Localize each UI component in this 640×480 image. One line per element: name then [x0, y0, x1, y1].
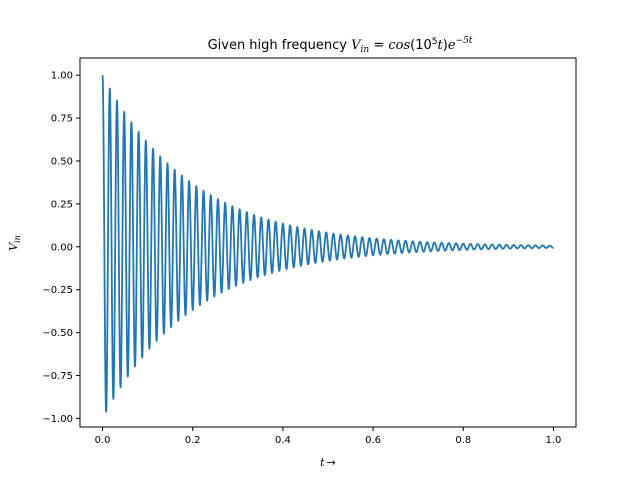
y-tick-label: −0.25	[42, 285, 73, 296]
y-axis-ticks: −1.00 −0.75 −0.50 −0.25 0.00 0.25 0.50 0.75 1.00	[42, 71, 80, 425]
y-tick-label: 0.75	[51, 114, 73, 125]
x-tick-label: 1.0	[546, 435, 562, 446]
axes-frame	[79, 57, 577, 428]
y-tick-label: 0.00	[51, 242, 73, 253]
chart-title: Given high frequency Vin = cos(105t)e−5t	[208, 36, 473, 55]
plot-area	[79, 57, 577, 428]
y-tick-label: 0.50	[51, 156, 73, 167]
y-tick-label: 0.25	[51, 199, 73, 210]
x-axis-ticks: 0.0 0.2 0.4 0.6 0.8 1.0	[95, 427, 562, 446]
series-layer	[101, 75, 555, 413]
y-axis-label: Vin	[7, 235, 22, 251]
x-tick-label: 0.6	[365, 435, 381, 446]
y-tick-label: −1.00	[42, 414, 73, 425]
y-tick-label: 1.00	[51, 71, 73, 82]
series-line-0	[101, 75, 555, 413]
y-tick-label: −0.75	[42, 371, 73, 382]
x-tick-label: 0.0	[95, 435, 111, 446]
x-tick-label: 0.8	[455, 435, 471, 446]
y-tick-label: −0.50	[42, 328, 73, 339]
x-tick-label: 0.4	[275, 435, 291, 446]
x-tick-label: 0.2	[185, 435, 201, 446]
x-axis-label: t →	[320, 456, 336, 469]
